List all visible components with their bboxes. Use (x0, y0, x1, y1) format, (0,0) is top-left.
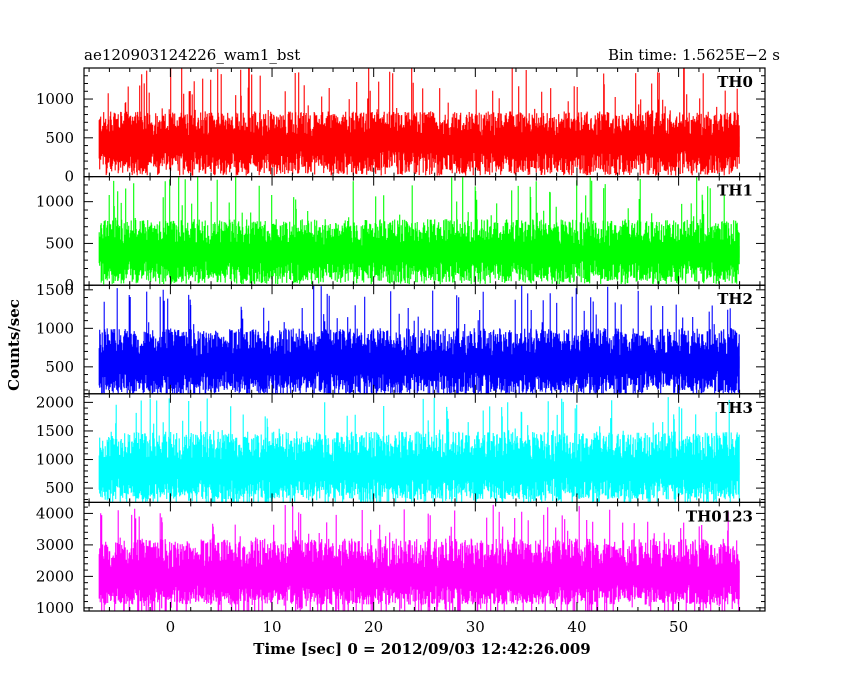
series-band-th0123 (99, 569, 740, 583)
y-axis-label: Counts/sec (5, 299, 23, 391)
y-tick-label: 1000 (36, 319, 74, 337)
series-line-th0 (98, 68, 740, 176)
y-tick-label: 2000 (36, 393, 74, 411)
y-tick-label: 0 (64, 168, 74, 186)
panel-th3: 500 1000 1500 2000 TH3 (36, 393, 766, 503)
x-tick-label: 0 (166, 618, 176, 636)
chart-title: ae120903124226_wam1_bst (84, 46, 300, 64)
x-tick-label: 40 (567, 618, 586, 636)
y-tick-label: 500 (45, 479, 74, 497)
y-tick-label: 1500 (36, 422, 74, 440)
panel-frame (83, 501, 766, 612)
series-band-th3 (99, 461, 740, 475)
panel-label-th0: TH0 (717, 73, 753, 91)
panel-th1: 0 500 1000 TH1 (36, 176, 766, 294)
series-line-th0123 (98, 504, 740, 611)
y-tick-label: 2000 (36, 567, 74, 585)
panel-label-th2: TH2 (717, 290, 753, 308)
y-tick-label: 500 (45, 358, 74, 376)
y-tick-label: 1500 (36, 281, 74, 299)
y-tick-label: 1000 (36, 451, 74, 469)
x-tick-label: 20 (364, 618, 383, 636)
y-tick-label: 1000 (36, 193, 74, 211)
y-tick-label: 1000 (36, 599, 74, 617)
series-line-th3 (98, 397, 740, 503)
series-line-th1 (98, 176, 740, 285)
y-tick-label: 1000 (36, 90, 74, 108)
panel-label-th1: TH1 (717, 182, 753, 200)
y-tick-label: 0 (64, 276, 74, 294)
x-tick-label: 50 (669, 618, 688, 636)
x-tick-label: 10 (262, 618, 281, 636)
chart-bin-time: Bin time: 1.5625E−2 s (608, 46, 780, 64)
series-band-th1 (99, 246, 740, 258)
y-tick-label: 4000 (36, 504, 74, 522)
panel-label-th0123: TH0123 (686, 507, 753, 525)
panel-th2: 500 1000 1500 TH2 (36, 281, 766, 395)
panel-th0: 0 500 1000 TH0 (36, 67, 766, 186)
y-tick-label: 500 (45, 234, 74, 252)
series-line-th2 (98, 285, 740, 394)
y-tick-label: 500 (45, 129, 74, 147)
x-axis-label: Time [sec] 0 = 2012/09/03 12:42:26.009 (253, 640, 590, 658)
series-band-th0 (99, 136, 740, 148)
panel-label-th3: TH3 (717, 399, 753, 417)
panels-group: 05001000TH005001000TH150010001500TH25001… (36, 67, 766, 636)
x-tick-label: 30 (466, 618, 485, 636)
y-tick-label: 3000 (36, 536, 74, 554)
series-band-th2 (99, 356, 740, 369)
panel-th0123: 1000 2000 3000 4000 TH0123 (36, 501, 766, 617)
